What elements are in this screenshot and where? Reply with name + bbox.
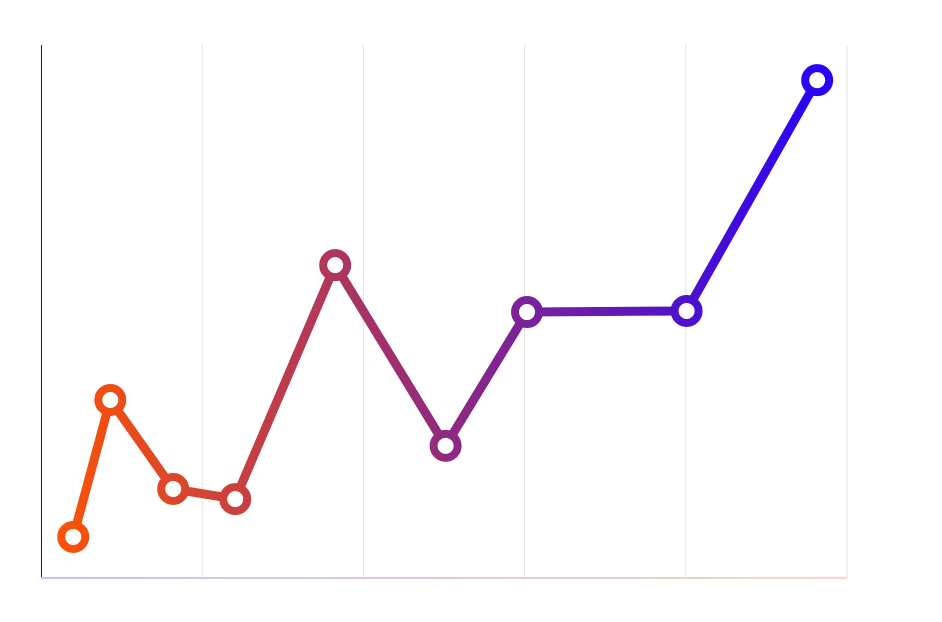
data-point <box>94 383 127 416</box>
data-point <box>319 249 352 282</box>
data-point <box>157 472 190 505</box>
series-markers <box>57 64 834 553</box>
data-point <box>57 520 90 553</box>
data-point <box>511 296 544 329</box>
series-line <box>68 77 822 539</box>
series-path <box>68 77 822 539</box>
data-point <box>429 429 462 462</box>
data-point <box>801 64 834 97</box>
data-point <box>219 483 252 516</box>
data-point <box>670 294 703 327</box>
